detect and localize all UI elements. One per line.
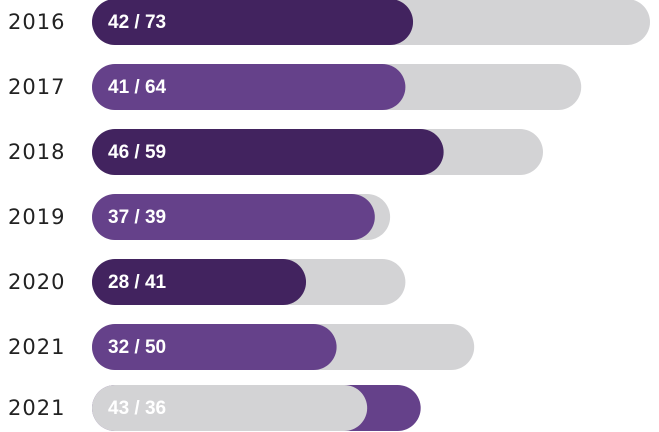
year-label: 2021 <box>8 335 65 359</box>
year-label: 2020 <box>8 270 65 294</box>
year-label: 2018 <box>8 140 65 164</box>
value-label: 37 / 39 <box>108 207 166 228</box>
value-label: 42 / 73 <box>108 12 166 33</box>
progress-bar <box>92 0 414 45</box>
value-label: 32 / 50 <box>108 337 166 358</box>
progress-bar <box>92 324 337 370</box>
progress-bar <box>92 64 406 110</box>
year-label: 2016 <box>8 10 65 34</box>
value-label: 46 / 59 <box>108 142 166 163</box>
value-label: 41 / 64 <box>108 77 167 98</box>
total-bar <box>92 385 368 431</box>
progress-bar <box>92 259 307 305</box>
year-label: 2017 <box>8 75 65 99</box>
progress-bar <box>92 194 375 240</box>
year-label: 2019 <box>8 205 65 229</box>
year-label: 2021 <box>8 396 65 420</box>
value-label: 43 / 36 <box>108 398 166 419</box>
value-label: 28 / 41 <box>108 272 167 293</box>
progress-bar <box>92 129 444 175</box>
